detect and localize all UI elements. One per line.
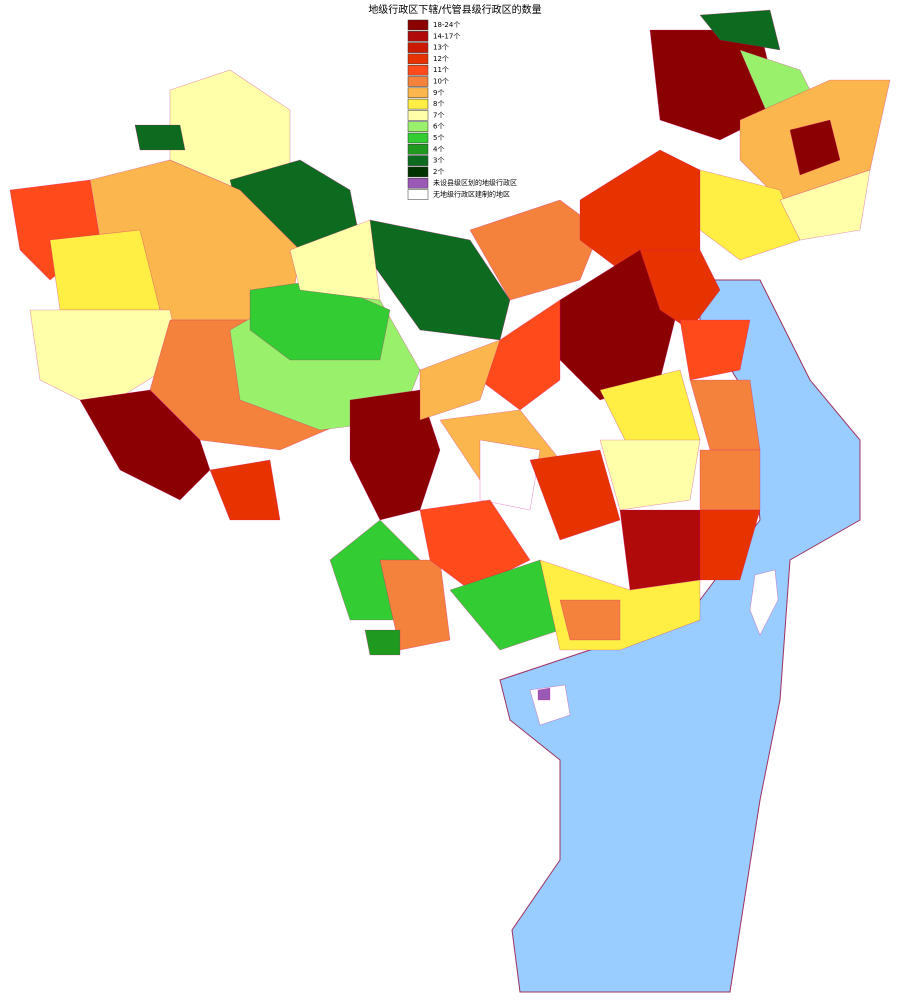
legend-label: 3个 xyxy=(433,157,444,165)
regions xyxy=(9,9,891,726)
region xyxy=(289,219,381,301)
region xyxy=(419,339,501,421)
legend-label: 11个 xyxy=(433,66,449,74)
legend-swatch xyxy=(407,177,429,189)
region xyxy=(619,509,701,591)
legend-swatch xyxy=(407,166,429,178)
region xyxy=(29,309,181,411)
map-title: 地级行政区下辖/代管县级行政区的数量 xyxy=(368,3,541,16)
region xyxy=(379,559,451,651)
region xyxy=(699,449,761,511)
legend-swatch xyxy=(407,19,429,31)
region xyxy=(529,449,621,541)
legend-swatch xyxy=(407,189,429,200)
legend-label: 18-24个 xyxy=(433,21,460,29)
legend-swatch xyxy=(407,121,429,132)
region xyxy=(364,629,401,656)
legend-label: 4个 xyxy=(433,145,444,153)
legend-swatch xyxy=(407,132,429,144)
region xyxy=(559,599,621,641)
legend-label: 6个 xyxy=(433,123,444,131)
region xyxy=(689,379,761,451)
legend-swatch xyxy=(407,87,429,99)
legend-swatch xyxy=(407,98,429,110)
legend-swatch xyxy=(407,110,429,121)
region xyxy=(699,509,761,581)
region xyxy=(134,124,186,151)
legend-label: 10个 xyxy=(433,78,449,86)
region xyxy=(779,169,871,241)
region xyxy=(699,9,781,51)
region xyxy=(469,199,601,301)
region xyxy=(209,459,281,521)
legend-swatch xyxy=(407,42,429,53)
legend-label: 2个 xyxy=(433,168,444,176)
legend: 18-24个 14-17个 13个 12个 11个 10个 9个 8个 7个 6个 5个 4个 3个 2个… xyxy=(407,19,517,200)
region xyxy=(537,687,551,701)
legend-label: 9个 xyxy=(433,89,444,97)
legend-label: 无地级行政区建制的地区 xyxy=(433,190,510,199)
region xyxy=(789,119,841,176)
legend-label: 未设县级区划的地级行政区 xyxy=(433,178,517,187)
region xyxy=(639,249,721,331)
region xyxy=(479,439,541,511)
legend-swatch xyxy=(407,31,429,42)
region xyxy=(749,569,779,636)
legend-label: 5个 xyxy=(433,134,444,142)
region xyxy=(679,319,751,381)
legend-label: 8个 xyxy=(433,100,444,108)
region xyxy=(599,439,701,511)
legend-swatch xyxy=(407,76,429,87)
region xyxy=(699,169,801,261)
legend-swatch xyxy=(407,64,429,76)
legend-label: 14-17个 xyxy=(433,32,460,40)
legend-label: 13个 xyxy=(433,44,449,52)
legend-swatch xyxy=(407,144,429,155)
legend-label: 7个 xyxy=(433,111,444,119)
legend-swatch xyxy=(407,53,429,65)
legend-swatch xyxy=(407,155,429,166)
legend-label: 12个 xyxy=(433,55,449,63)
